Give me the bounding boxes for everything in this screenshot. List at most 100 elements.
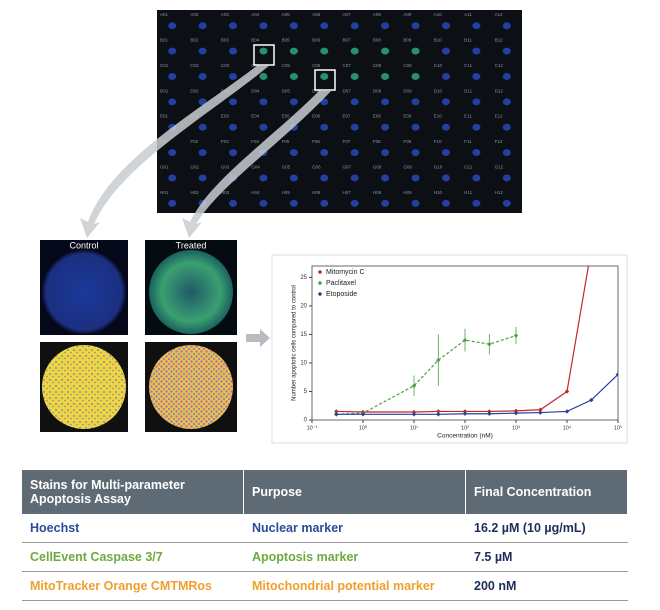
well-label: A12 [495, 12, 504, 17]
well-cell [411, 22, 420, 30]
well-cell [320, 149, 329, 157]
header-cell: Final Concentration [465, 470, 628, 514]
well-cell [411, 149, 420, 157]
x-tick-label: 10⁵ [614, 424, 622, 431]
table-cell: MitoTracker Orange CMTMRos [22, 571, 244, 601]
well-cell [320, 72, 329, 80]
well-label: G06 [312, 164, 321, 169]
well-cell [502, 47, 511, 55]
data-point [513, 408, 519, 414]
well-cell [350, 98, 359, 106]
well-label: B10 [434, 38, 443, 43]
well-label: E04 [251, 114, 260, 119]
well-cell [472, 149, 481, 157]
well-label: H04 [251, 190, 260, 195]
well-cell [472, 47, 481, 55]
well-label: A04 [251, 12, 260, 17]
well-label: G09 [403, 164, 412, 169]
well-label: B03 [221, 38, 230, 43]
well-cell [198, 72, 207, 80]
well-cell [441, 72, 450, 80]
well-cell [472, 174, 481, 182]
well-label: B08 [373, 38, 382, 43]
well-label: H11 [464, 190, 472, 195]
x-axis-label: Concentration (nM) [437, 433, 493, 440]
series-line [336, 266, 590, 413]
well-cell [381, 98, 390, 106]
well-label: C08 [373, 63, 382, 68]
well-cell [320, 47, 329, 55]
well-label: C06 [312, 63, 321, 68]
well-cell [472, 199, 481, 207]
chart: 0 5 10 15 20 25 10⁻¹ 10⁰ 10¹ 10² 10³ 10⁴ 10⁵ Concentr… [292, 266, 622, 440]
data-point [436, 357, 441, 363]
well-label: H07 [343, 190, 352, 195]
well-cell [198, 123, 207, 131]
well-label: D01 [160, 88, 169, 93]
table-cell: Nuclear marker [243, 514, 466, 543]
well-cell [320, 123, 329, 131]
table-cell: Mitochondrial potential marker [243, 571, 466, 601]
well-label: H05 [282, 190, 291, 195]
header-cell: Purpose [243, 470, 466, 514]
table-row: MitoTracker Orange CMTMRos Mitochondrial … [22, 571, 628, 601]
well-cell [381, 47, 390, 55]
well-cell [168, 199, 177, 207]
well-label: F02 [190, 139, 198, 144]
data-point [589, 397, 594, 403]
well-cell [289, 22, 298, 30]
well-cell [198, 22, 207, 30]
legend-label: Paclitaxel [326, 280, 356, 287]
well-cell [198, 98, 207, 106]
well-label: B04 [251, 38, 260, 43]
well-cell [229, 47, 238, 55]
well-label: H01 [160, 190, 169, 195]
legend-marker [317, 269, 323, 275]
well-label: D11 [464, 88, 472, 93]
legend-label: Etoposide [326, 291, 357, 298]
data-point [564, 409, 570, 414]
well-cell [168, 72, 177, 80]
well-label: A11 [464, 12, 472, 17]
well-cell [472, 22, 481, 30]
well-label: F06 [312, 139, 320, 144]
well-label: F08 [373, 139, 381, 144]
well-cell [168, 47, 177, 55]
well-cell [229, 199, 238, 207]
well-label: F04 [251, 139, 259, 144]
legend-label: Mitomycin C [326, 269, 365, 276]
well-label: A01 [160, 12, 169, 17]
y-tick-label: 10 [300, 361, 307, 367]
well-cell [350, 149, 359, 157]
well-label: D12 [495, 88, 504, 93]
well-label: C07 [343, 63, 352, 68]
x-tick-label: 10⁴ [563, 424, 572, 431]
well-cell [441, 149, 450, 157]
treated-segmentation [149, 345, 233, 429]
well-cell [411, 47, 420, 55]
table-row: CellEvent Caspase 3/7 Apoptosis marker 7.5… [22, 542, 628, 572]
legend-marker [317, 280, 323, 286]
data-point [436, 409, 441, 414]
x-tick-label: 10⁻¹ [307, 425, 318, 431]
well-cell [229, 72, 238, 80]
well-label: A05 [282, 12, 291, 17]
well-label: A02 [190, 12, 199, 17]
image-label: Treated [176, 240, 207, 250]
well-cell [198, 47, 207, 55]
well-cell [259, 199, 268, 207]
well-label: G12 [495, 164, 504, 169]
well-label: F12 [495, 139, 503, 144]
well-cell [381, 22, 390, 30]
well-label: G05 [282, 164, 291, 169]
well-label: A10 [434, 12, 443, 17]
stain-table: Stains for Multi-parameter Apoptosis Ass… [22, 470, 628, 601]
well-cell [289, 149, 298, 157]
well-label: D02 [190, 88, 199, 93]
well-label: A03 [221, 12, 230, 17]
well-label: B02 [190, 38, 199, 43]
well-cell [289, 174, 298, 182]
y-tick-label: 5 [304, 389, 308, 395]
well-label: G08 [373, 164, 382, 169]
well-label: D05 [282, 88, 291, 93]
